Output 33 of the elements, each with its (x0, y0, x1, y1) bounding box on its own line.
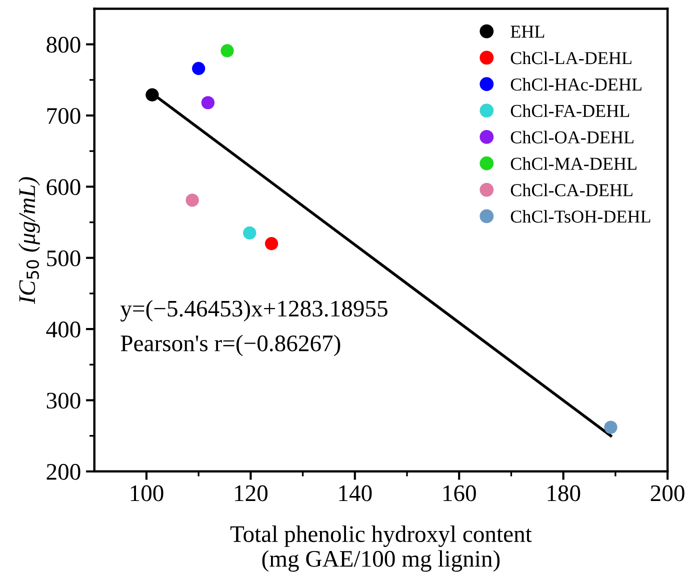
x-tick-label: 140 (339, 485, 372, 502)
legend-label: ChCl-MA-DEHL (510, 157, 636, 170)
y-tick-label: 300 (46, 392, 80, 409)
x-tick-label: 120 (235, 485, 268, 502)
legend-label: ChCl-OA-DEHL (510, 130, 634, 144)
x-axis-title: Total phenolic hydroxyl content (mg GAE/100 mg lignin) (230, 525, 532, 572)
point (604, 420, 618, 434)
y-tick-label: 200 (46, 464, 80, 480)
point (192, 62, 206, 76)
point (243, 226, 256, 240)
y-tick-label: 400 (46, 322, 80, 338)
legend-label: ChCl-TsOH-DEHL (510, 210, 650, 223)
x-tick-label: 200 (650, 485, 684, 502)
legend-label: ChCl-LA-DEHL (510, 52, 632, 64)
point (186, 194, 199, 207)
point (146, 88, 159, 102)
legend-label: ChCl-HAc-DEHL (510, 78, 642, 91)
y-tick-label: 800 (46, 36, 80, 53)
x-tick-label: 100 (130, 485, 164, 502)
legend-label: ChCl-CA-DEHL (510, 184, 632, 196)
annotation: Pearson's r=(−0.86267) (120, 334, 340, 356)
y-tick-label: 500 (47, 250, 80, 266)
x-tick-label: 160 (443, 485, 476, 502)
annotation: y=(−5.46453)x+1283.18955 (120, 300, 388, 322)
point (201, 96, 215, 110)
legend-label: EHL (510, 26, 544, 38)
y-tick-label: 600 (46, 179, 80, 196)
legend-label: ChCl-FA-DEHL (510, 104, 630, 118)
point (220, 44, 234, 58)
y-tick-label: 700 (47, 108, 80, 124)
y-axis-title: IC$_{50}$ (μg/mL) (18, 177, 40, 304)
x-tick-label: 180 (548, 485, 580, 502)
point (264, 237, 278, 250)
